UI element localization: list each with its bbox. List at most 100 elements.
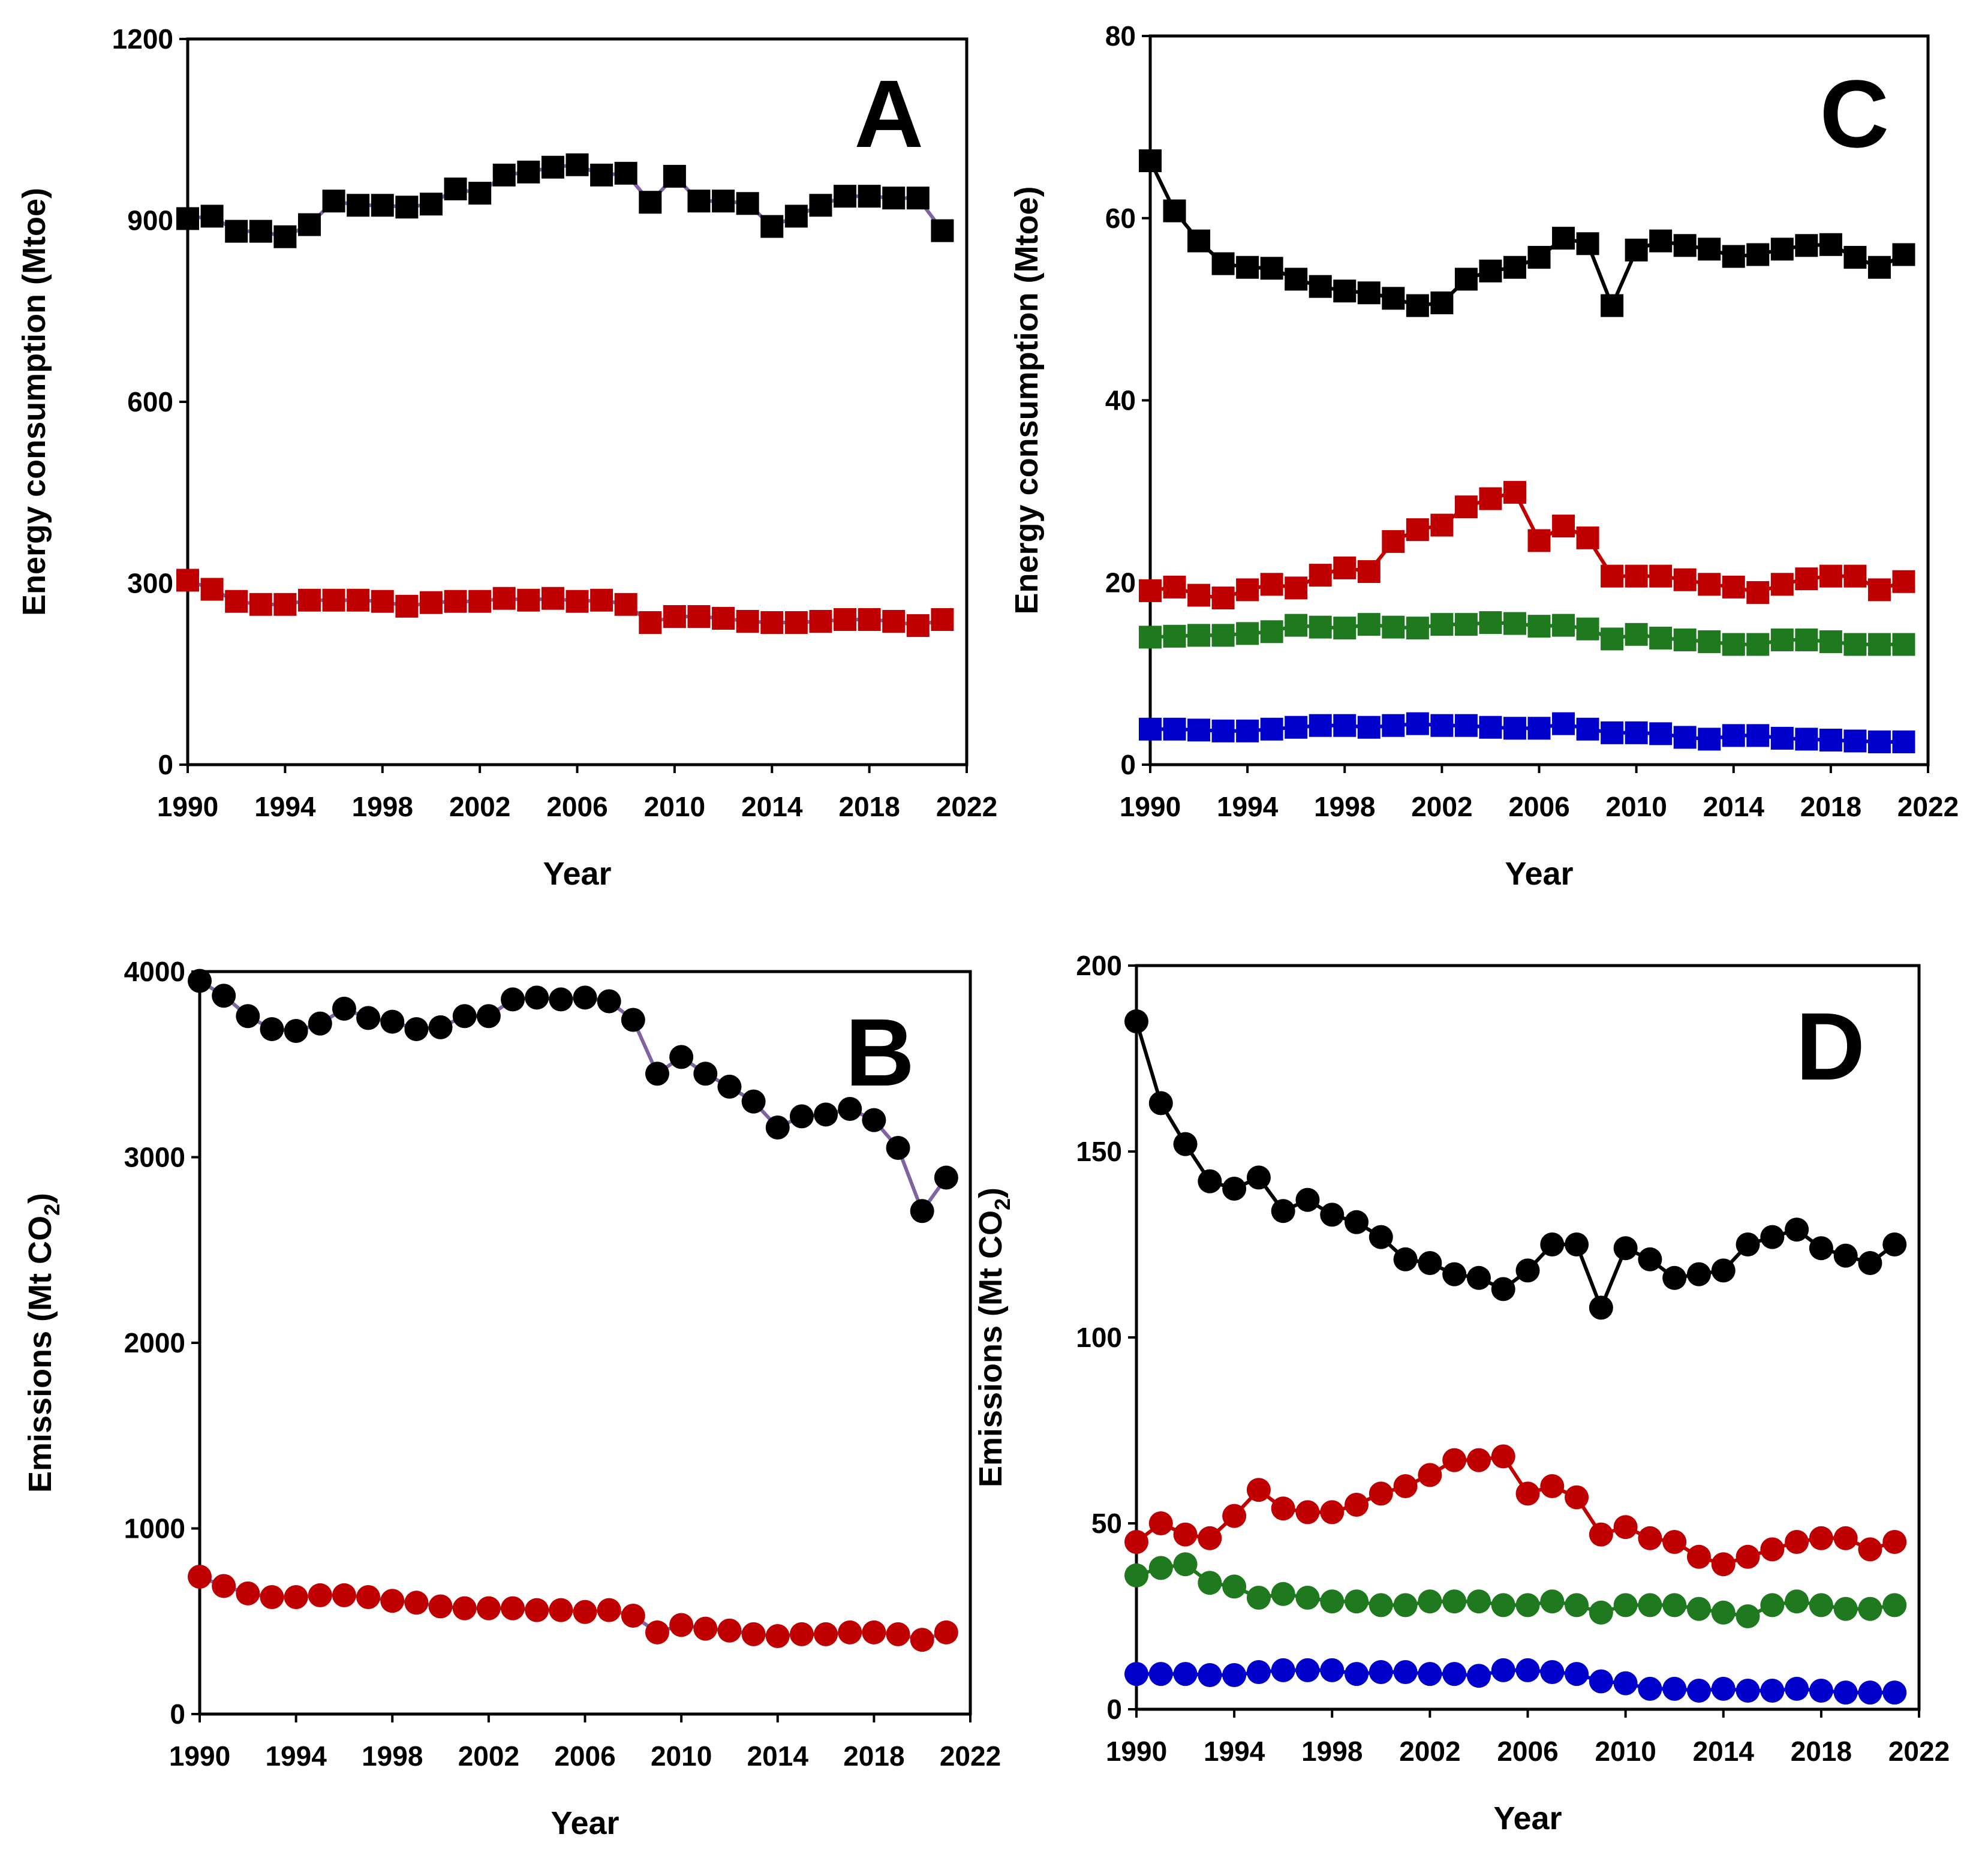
- data-point: [1819, 630, 1842, 653]
- y-tick-label: 0: [158, 749, 173, 780]
- data-point: [1285, 267, 1308, 291]
- data-point: [371, 194, 394, 217]
- x-tick-label: 1990: [157, 791, 218, 822]
- data-point: [1711, 1258, 1736, 1283]
- data-point: [1515, 1258, 1540, 1283]
- data-point: [1785, 1530, 1809, 1554]
- data-point: [1711, 1600, 1736, 1625]
- data-point: [1892, 633, 1915, 656]
- data-point: [249, 220, 272, 243]
- data-point: [1711, 1552, 1736, 1577]
- data-point: [573, 1600, 597, 1624]
- data-point: [1163, 575, 1186, 599]
- data-point: [1357, 613, 1381, 636]
- data-point: [906, 614, 930, 638]
- data-point: [1222, 1504, 1247, 1528]
- data-point: [1736, 1679, 1760, 1703]
- x-tick-label: 2010: [651, 1740, 712, 1772]
- data-point: [1357, 560, 1381, 584]
- data-point: [1222, 1177, 1247, 1201]
- data-point: [1173, 1522, 1198, 1547]
- data-point: [1260, 717, 1283, 741]
- x-tick-label: 1994: [1204, 1736, 1265, 1767]
- data-point: [590, 588, 613, 612]
- data-point: [663, 164, 686, 188]
- y-tick-label: 60: [1105, 203, 1136, 234]
- data-point: [934, 1620, 958, 1644]
- data-point: [1662, 1676, 1687, 1701]
- data-point: [1369, 1481, 1393, 1506]
- data-point: [1430, 513, 1454, 537]
- data-point: [347, 588, 370, 612]
- data-point: [428, 1594, 453, 1619]
- x-tick-label: 2014: [747, 1740, 809, 1772]
- y-tick-label: 1000: [124, 1513, 185, 1544]
- data-point: [1503, 717, 1526, 740]
- x-tick-label: 1994: [1217, 791, 1279, 822]
- y-tick-label: 150: [1076, 1136, 1122, 1167]
- data-point: [1211, 252, 1235, 275]
- y-tick-label: 40: [1105, 385, 1136, 416]
- data-point: [1867, 578, 1891, 602]
- data-point: [1236, 719, 1259, 742]
- data-point: [1139, 149, 1162, 173]
- x-tick-label: 2014: [1703, 791, 1765, 822]
- x-tick-label: 2006: [546, 791, 607, 822]
- data-point: [1479, 259, 1502, 282]
- data-point: [525, 985, 549, 1010]
- data-point: [1369, 1225, 1393, 1249]
- data-point: [1442, 1262, 1467, 1286]
- data-point: [1673, 568, 1697, 591]
- data-point: [1163, 199, 1186, 223]
- data-point: [1576, 232, 1599, 255]
- panel-label: B: [845, 999, 915, 1106]
- data-point: [1211, 719, 1235, 742]
- series-1: [188, 969, 958, 1223]
- data-point: [1882, 1530, 1907, 1554]
- data-point: [1613, 1515, 1638, 1540]
- data-point: [1698, 630, 1721, 653]
- data-point: [492, 587, 516, 610]
- x-tick-label: 2006: [554, 1740, 615, 1772]
- data-point: [1601, 564, 1624, 588]
- y-tick-label: 4000: [124, 956, 185, 987]
- data-point: [1833, 1597, 1858, 1621]
- data-point: [931, 219, 954, 242]
- data-point: [1649, 626, 1673, 650]
- data-point: [1540, 1660, 1565, 1684]
- data-point: [1309, 615, 1332, 639]
- data-point: [444, 178, 467, 201]
- data-point: [1246, 1478, 1271, 1502]
- x-tick-label: 2006: [1497, 1736, 1558, 1767]
- data-point: [1442, 1589, 1467, 1614]
- data-point: [882, 187, 906, 210]
- data-point: [1393, 1593, 1418, 1618]
- data-point: [910, 1628, 934, 1652]
- data-point: [1503, 255, 1526, 279]
- data-point: [1686, 1544, 1711, 1569]
- series-1: [1139, 149, 1915, 317]
- x-tick-label: 2022: [1897, 791, 1959, 822]
- data-point: [1882, 1232, 1907, 1256]
- data-point: [1625, 623, 1648, 646]
- data-point: [1809, 1236, 1833, 1261]
- data-point: [1565, 1232, 1589, 1256]
- x-tick-label: 2018: [1800, 791, 1861, 822]
- data-point: [419, 193, 443, 216]
- data-point: [1285, 576, 1308, 600]
- data-point: [1515, 1658, 1540, 1682]
- chart-panel-c: 0 20 40 60 80 1990 1994 1998 2002 2006 2010 2014 201…: [1009, 20, 1959, 892]
- data-point: [1406, 294, 1429, 317]
- data-point: [1148, 1556, 1173, 1580]
- series-2: [188, 1564, 958, 1652]
- data-point: [1187, 229, 1211, 252]
- data-point: [517, 588, 540, 612]
- data-point: [1271, 1496, 1295, 1521]
- chart-panel-d: 0 50 100 150 200 1990 1994 1998 2002 2006 2010 2014…: [973, 950, 1950, 1836]
- data-point: [1565, 1662, 1589, 1686]
- data-point: [1819, 728, 1842, 751]
- data-point: [492, 163, 516, 187]
- data-point: [1601, 294, 1624, 317]
- data-point: [1345, 1493, 1369, 1517]
